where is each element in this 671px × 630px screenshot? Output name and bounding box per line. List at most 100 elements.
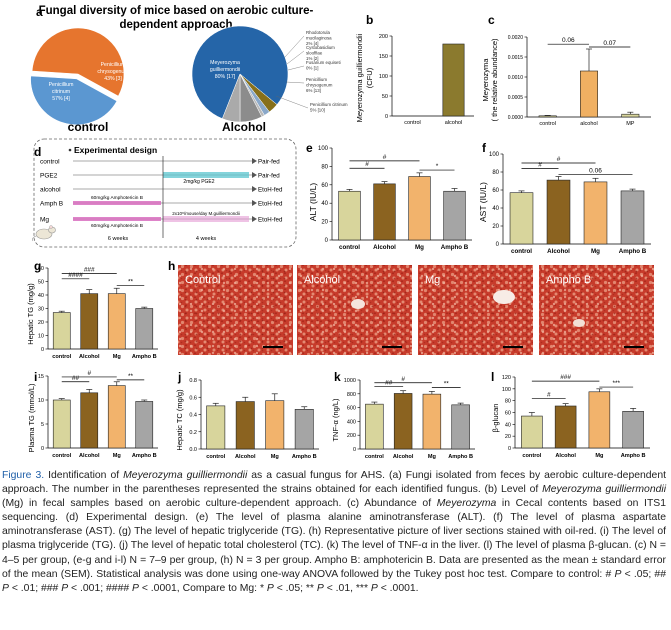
y-tick-label: 120 [502, 375, 511, 381]
y-tick-label: 10 [38, 398, 44, 404]
y-tick-label: 0.0020 [508, 35, 524, 41]
y-tick-label: 40 [321, 201, 328, 207]
pie-alcohol-external-label: 6% [13] [306, 88, 321, 93]
y-tick-label: 0 [508, 446, 511, 452]
y-tick-label: 0 [41, 446, 44, 452]
panel-g-ylabel: Hepatic TG (mg/g) [26, 283, 35, 345]
x-tick-label: control [522, 453, 541, 459]
caption-text: (Mg) in fecal samples based on aerobic c… [2, 498, 437, 510]
x-tick-label: Mg [113, 453, 122, 459]
pie-alcohol-leader-line [284, 35, 305, 58]
pie-alcohol-leader-line [275, 95, 309, 109]
x-tick-label: Mg [271, 454, 280, 460]
panel-d: d Experimental design control Pair-fed PGE… [32, 138, 297, 248]
significance-label: ## [385, 380, 393, 387]
design-pge2-text: 2mg/kg PGE2 [183, 179, 214, 185]
significance-label: 0.06 [589, 168, 602, 175]
y-tick-label: 400 [347, 419, 356, 425]
bar [408, 176, 431, 241]
bar [451, 404, 470, 450]
panel-i: i Plasma TG (mmol/L) 0 5 10 15 control Alcoho… [27, 370, 158, 459]
panel-k: k TNF-α (ng/L) 0 200 400 600 800 1000 control A… [331, 370, 475, 460]
figure-caption: Figure 3. Identification of Meyerozyma g… [2, 469, 666, 596]
x-tick-label: control [52, 453, 71, 459]
caption-text: < .05; ## [621, 568, 666, 580]
pie-control-slice-label: 57% [4] [52, 96, 70, 102]
pie-alcohol-external-label: 1% [2] [306, 56, 318, 61]
x-tick-label: Mg [415, 244, 424, 251]
panel-e: e ALT (IU/L) 0 20 40 60 80 100 control Alcohol M… [306, 141, 472, 251]
significance-label: *** [612, 380, 620, 387]
panel-a-title-line1: Fungal diversity of mice based on aerobi… [39, 5, 314, 17]
caption-text: Meyerozyma guilliermondii [542, 484, 667, 496]
y-tick-label: 60 [505, 411, 511, 417]
chart-c: 0.0000 0.0005 0.0010 0.0015 0.0020 control alc… [508, 35, 651, 127]
x-tick-label: control [539, 121, 556, 127]
pie-control-slice [30, 75, 118, 126]
pie-alcohol-external-label: mucilaginosa [306, 36, 332, 41]
caption-label: Figure 3. [2, 470, 45, 481]
pie-alcohol-slice-label: Meyerozyma [210, 60, 240, 66]
bar [422, 393, 442, 450]
y-tick-label: 80 [492, 170, 499, 176]
design-row-label: control [40, 159, 60, 166]
y-tick-label: 0.0000 [508, 115, 524, 121]
y-tick-label: 40 [38, 293, 44, 299]
panel-d-letter: d [34, 145, 41, 159]
x-tick-label: control [365, 454, 384, 460]
x-tick-label: Alcohol [79, 453, 100, 459]
y-tick-label: 0.0005 [508, 95, 524, 101]
pie-alcohol-slice-label: 80% [17] [215, 74, 236, 80]
bar [622, 411, 644, 449]
pie-control-slice-label: 43% [3] [104, 76, 122, 82]
significance-label: # [557, 156, 561, 163]
design-mg-bar-2 [163, 216, 249, 222]
significance-label: 0.06 [562, 37, 575, 44]
bar [365, 403, 384, 450]
significance-label: * [436, 163, 439, 170]
bar [265, 400, 285, 450]
bar [443, 190, 466, 241]
design-row-label: Mg [40, 217, 49, 224]
panel-g-letter: g [34, 259, 41, 273]
caption-text: < .001; #### [68, 582, 133, 594]
panel-c-ylabel-2: ( the relative abundance) [490, 38, 499, 121]
significance-label: # [401, 376, 405, 383]
pie-alcohol-slice [191, 25, 289, 119]
bar [52, 312, 71, 350]
significance-label: ** [128, 373, 134, 380]
x-tick-label: Ampho B [619, 248, 647, 255]
pie-alcohol-external-label: Rhodotorula [306, 30, 330, 35]
significance-label: # [87, 370, 91, 377]
chart-f: 0 20 40 60 80 100 control Alcohol Mg Ampho B # #0.0… [489, 152, 651, 255]
y-tick-label: 1000 [344, 378, 356, 384]
significance-label: ### [560, 374, 571, 381]
y-tick-label: 60 [321, 183, 328, 189]
bar [546, 179, 571, 245]
x-tick-label: Alcohol [547, 248, 570, 255]
chart-g: 0 10 20 30 40 50 60 control Alcohol Mg Ampho B ####… [38, 266, 158, 360]
y-tick-label: 20 [321, 220, 328, 226]
x-tick-label: Mg [113, 354, 122, 360]
pie-alcohol-external-label: 0% [1] [306, 66, 318, 71]
bar [373, 183, 396, 241]
design-mg-text: 60mg/kg Amphotericin B [91, 223, 143, 229]
design-row-label: alcohol [40, 187, 61, 194]
pie-alcohol-external-label: Penicillium citrinum [310, 102, 348, 107]
pie-alcohol-external-label: 2% [4] [306, 41, 318, 46]
panel-b-ylabel-1: Meyerozyma guilliermondii [355, 33, 364, 122]
histology-vessel [351, 299, 365, 309]
y-tick-label: 0.0010 [508, 75, 524, 81]
x-tick-label: Mg [591, 248, 600, 255]
bar [80, 293, 99, 350]
x-tick-label: Mg [428, 454, 437, 460]
x-tick-label: Alcohol [555, 453, 576, 459]
chart-e: 0 20 40 60 80 100 control Alcohol Mg Ampho B # # * [318, 146, 472, 251]
x-tick-label: Alcohol [373, 244, 396, 251]
caption-text: Meyerozyma [436, 498, 497, 510]
y-tick-label: 80 [505, 399, 511, 405]
y-tick-label: 60 [38, 266, 44, 272]
y-tick-label: 0.2 [189, 430, 197, 436]
y-tick-label: 0 [325, 238, 329, 244]
